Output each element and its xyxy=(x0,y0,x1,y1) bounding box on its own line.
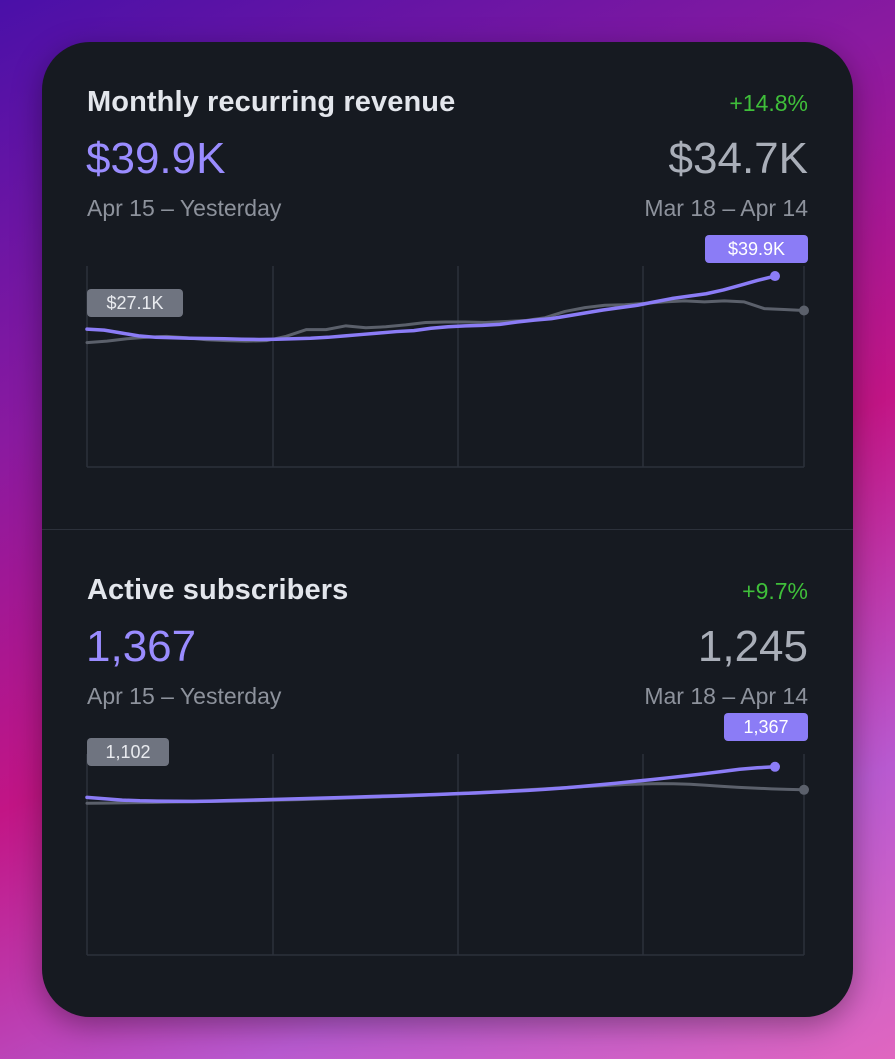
mrr-start-value-badge: $27.1K xyxy=(87,289,183,317)
mrr-end-value-badge: $39.9K xyxy=(705,235,808,263)
mrr-start-value-label: $27.1K xyxy=(106,293,163,313)
subscribers-line-chart: 1,102 1,367 xyxy=(85,713,809,956)
subscribers-previous-range: Mar 18 – Apr 14 xyxy=(644,683,808,709)
mrr-current-value: $39.9K xyxy=(86,134,226,183)
subscribers-end-value-badge: 1,367 xyxy=(724,713,808,741)
subscribers-change-percent: +9.7% xyxy=(742,578,808,604)
subscribers-start-value-label: 1,102 xyxy=(105,742,150,762)
subscribers-end-value-label: 1,367 xyxy=(743,717,788,737)
mrr-end-value-label: $39.9K xyxy=(728,239,785,259)
subscribers-previous-value: 1,245 xyxy=(697,622,808,671)
metrics-card: Monthly recurring revenue +14.8% $39.9K … xyxy=(42,42,853,1017)
mrr-title: Monthly recurring revenue xyxy=(87,86,456,118)
mrr-previous-period-line xyxy=(85,299,806,345)
mrr-current-period-end-dot xyxy=(770,271,780,282)
mrr-current-period-line xyxy=(85,274,777,342)
mrr-section: Monthly recurring revenue +14.8% $39.9K … xyxy=(42,42,853,529)
mrr-line-chart: $27.1K $39.9K xyxy=(85,235,809,468)
mrr-change-percent: +14.8% xyxy=(729,90,808,116)
section-divider xyxy=(42,529,853,530)
mrr-previous-range: Mar 18 – Apr 14 xyxy=(644,195,808,221)
subscribers-current-value: 1,367 xyxy=(86,622,197,671)
subscribers-current-period-line xyxy=(85,765,777,804)
subscribers-current-range: Apr 15 – Yesterday xyxy=(87,683,282,709)
mrr-current-range: Apr 15 – Yesterday xyxy=(87,195,282,221)
subscribers-previous-period-end-dot xyxy=(799,784,809,795)
subscribers-section: Active subscribers +9.7% 1,367 1,245 Apr… xyxy=(42,530,853,1017)
mrr-previous-period-end-dot xyxy=(799,305,809,316)
subscribers-start-value-badge: 1,102 xyxy=(87,738,169,766)
subscribers-title: Active subscribers xyxy=(87,574,349,606)
subscribers-current-period-end-dot xyxy=(770,761,780,772)
mrr-previous-value: $34.7K xyxy=(668,134,808,183)
